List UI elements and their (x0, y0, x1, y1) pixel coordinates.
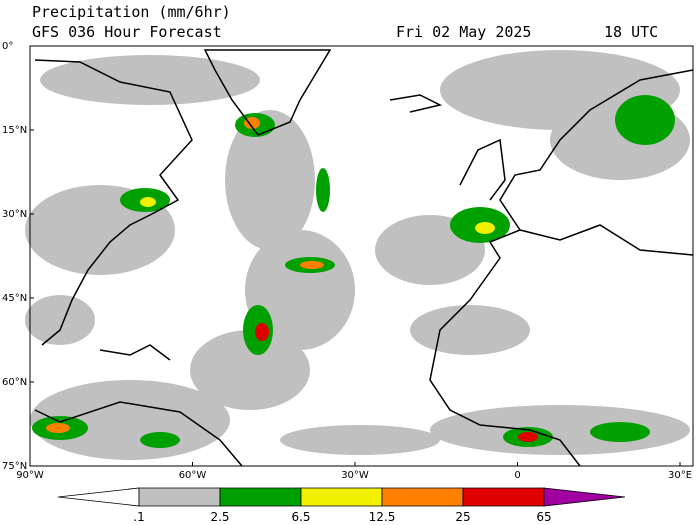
map (25, 45, 694, 467)
colorbar-label: 6.5 (291, 510, 310, 524)
colorbar-segment (57, 487, 140, 507)
date: Fri 02 May 2025 (396, 23, 531, 41)
colorbar-segment (219, 487, 302, 507)
colorbar-label: 65 (536, 510, 551, 524)
precip-heavy (32, 95, 675, 448)
colorbar-segment (543, 487, 626, 507)
title: Precipitation (mm/6hr) (32, 3, 231, 21)
colorbar-segment (381, 487, 464, 507)
colorbar-segment (138, 487, 221, 507)
colorbar-segment (300, 487, 383, 507)
colorbar-label: 12.5 (369, 510, 396, 524)
lon-label: 0 (514, 470, 520, 481)
colorbar-segment (462, 487, 545, 507)
lon-label: 90°W (16, 470, 44, 481)
lon-label: 30°E (668, 470, 692, 481)
lat-label: 45°N (2, 293, 27, 304)
lat-label: 0° (2, 41, 13, 52)
lon-label: 60°W (179, 470, 207, 481)
lat-label: 15°N (2, 125, 27, 136)
lat-label: 60°N (2, 377, 27, 388)
coastlines (34, 49, 694, 467)
colorbar-label: 25 (455, 510, 470, 524)
time: 18 UTC (604, 23, 658, 41)
colorbar-label: 2.5 (210, 510, 229, 524)
lon-label: 30°W (341, 470, 369, 481)
lat-label: 30°N (2, 209, 27, 220)
colorbar-label: .1 (133, 510, 144, 524)
map-frame (29, 45, 694, 467)
subtitle: GFS 036 Hour Forecast (32, 23, 222, 41)
lat-label: 75°N (2, 461, 27, 472)
